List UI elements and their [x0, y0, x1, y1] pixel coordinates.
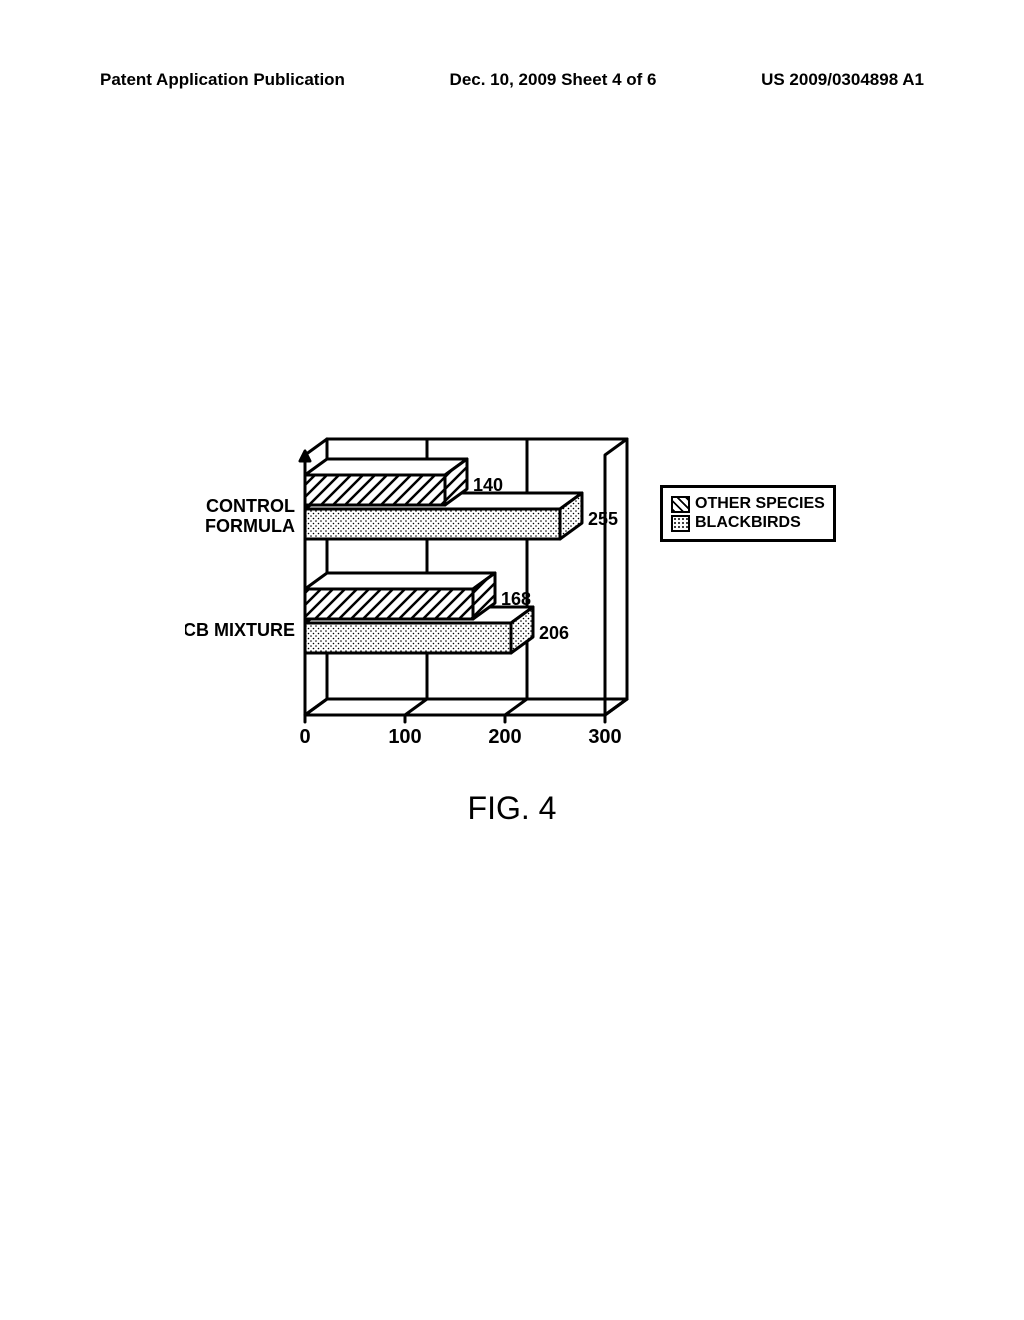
legend-swatch-hatch — [671, 496, 690, 513]
header-middle: Dec. 10, 2009 Sheet 4 of 6 — [450, 70, 657, 90]
legend-swatch-dots — [671, 515, 690, 532]
category-label: CONTROL — [206, 496, 295, 516]
category-label: MCB MIXTURE — [185, 620, 295, 640]
figure-label: FIG. 4 — [0, 790, 1024, 827]
bar-value-label: 168 — [501, 589, 531, 609]
legend-item-other-species: OTHER SPECIES — [671, 495, 825, 513]
header-right: US 2009/0304898 A1 — [761, 70, 924, 90]
page-header: Patent Application Publication Dec. 10, … — [100, 70, 924, 90]
header-left: Patent Application Publication — [100, 70, 345, 90]
x-tick-label: 300 — [588, 726, 621, 748]
bar-value-label: 255 — [588, 509, 618, 529]
x-tick-label: 0 — [299, 726, 310, 748]
x-tick-label: 100 — [388, 726, 421, 748]
legend-item-blackbirds: BLACKBIRDS — [671, 514, 825, 532]
bar-value-label: 206 — [539, 623, 569, 643]
bar-value-label: 140 — [473, 475, 503, 495]
category-label: FORMULA — [205, 516, 295, 536]
x-tick-label: 200 — [488, 726, 521, 748]
legend: OTHER SPECIES BLACKBIRDS — [660, 485, 836, 542]
legend-label: OTHER SPECIES — [695, 495, 825, 513]
bar-chart-3d: 0 100 200 300 255 140 CONTROLFORMULA 206 168 MCB … — [185, 425, 665, 765]
legend-label: BLACKBIRDS — [695, 514, 801, 532]
